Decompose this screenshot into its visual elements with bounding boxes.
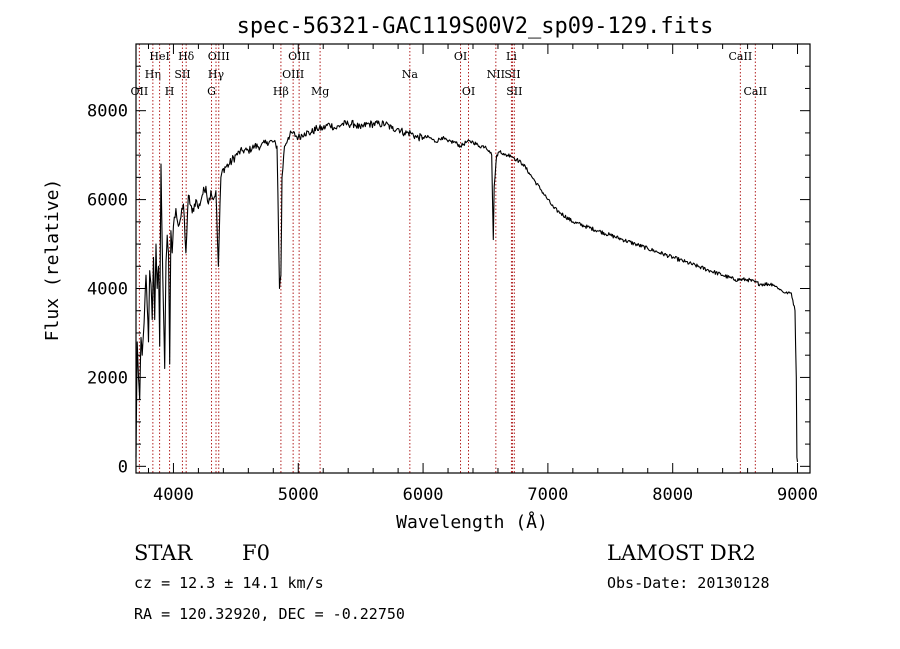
spectral-line-label: OI — [462, 85, 475, 98]
spectral-line-label: OIII — [282, 68, 304, 81]
spectral-line-label: SII — [504, 68, 520, 81]
spectral-line-label: NII — [487, 68, 505, 81]
spectral-line-label: Hη — [145, 68, 161, 81]
y-tick-label: 6000 — [87, 191, 128, 211]
spectrum-series — [135, 119, 799, 462]
spectral-line-label: CaII — [729, 50, 753, 63]
x-tick-labels: 4000 5000 6000 7000 8000 9000 — [153, 485, 818, 505]
y-tick-label: 4000 — [87, 280, 128, 300]
spectral-line-label: H — [165, 85, 175, 98]
x-tick-label: 9000 — [777, 485, 818, 505]
spectral-line-label: Mg — [311, 85, 329, 98]
y-tick-label: 2000 — [87, 368, 128, 388]
x-tick-label: 4000 — [153, 485, 194, 505]
spectral-line-label: HeI — [149, 50, 169, 63]
object-class: STAR — [134, 541, 193, 565]
chart-title: spec-56321-GAC119S00V2_sp09-129.fits — [237, 14, 714, 39]
spectral-line-label: SII — [174, 68, 190, 81]
spectral-line-label: OIII — [208, 50, 230, 63]
x-tick-label: 5000 — [278, 485, 319, 505]
spectral-line-label: Na — [402, 68, 419, 81]
spectral-subclass: F0 — [242, 541, 270, 565]
survey-name: LAMOST DR2 — [607, 541, 756, 565]
spectral-line-label: Hγ — [208, 68, 225, 81]
spectrum-line — [135, 119, 799, 462]
y-axis-label: Flux (relative) — [42, 179, 63, 342]
x-tick-label: 7000 — [527, 485, 568, 505]
x-tick-label: 8000 — [652, 485, 693, 505]
spectral-line-label: Hβ — [273, 85, 289, 98]
y-tick-label: 8000 — [87, 102, 128, 122]
y-tick-labels: 0 2000 4000 6000 8000 — [87, 102, 128, 478]
spectral-line-markers: OII Hη HeI H SII Hδ G Hγ OIII Hβ OIII OIII Mg Na OI OI N… — [131, 44, 767, 473]
x-tick-label: 6000 — [403, 485, 444, 505]
spectral-line-label: OIII — [288, 50, 310, 63]
x-axis-label: Wavelength (Å) — [396, 511, 548, 533]
spectral-line-label: SII — [506, 85, 522, 98]
spectral-line-label: Hδ — [178, 50, 195, 63]
coordinates-readout: RA = 120.32920, DEC = -0.22750 — [134, 605, 405, 623]
spectral-line-label: OI — [454, 50, 467, 63]
axis-ticks — [136, 44, 810, 473]
spectral-line-label: OII — [131, 85, 149, 98]
y-tick-label: 0 — [118, 457, 128, 477]
spectral-line-label: G — [207, 85, 216, 98]
plot-frame — [135, 43, 811, 474]
redshift-readout: cz = 12.3 ± 14.1 km/s — [134, 574, 324, 592]
spectral-line-label: CaII — [743, 85, 767, 98]
spectral-line-label: Li — [506, 50, 517, 63]
observation-date: Obs-Date: 20130128 — [607, 574, 770, 592]
